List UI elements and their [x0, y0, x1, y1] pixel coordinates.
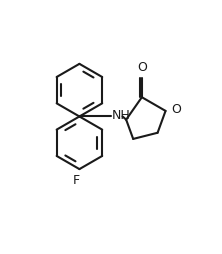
Text: NH: NH [112, 109, 131, 122]
Text: O: O [171, 103, 181, 116]
Text: F: F [73, 174, 80, 187]
Text: O: O [137, 61, 147, 74]
